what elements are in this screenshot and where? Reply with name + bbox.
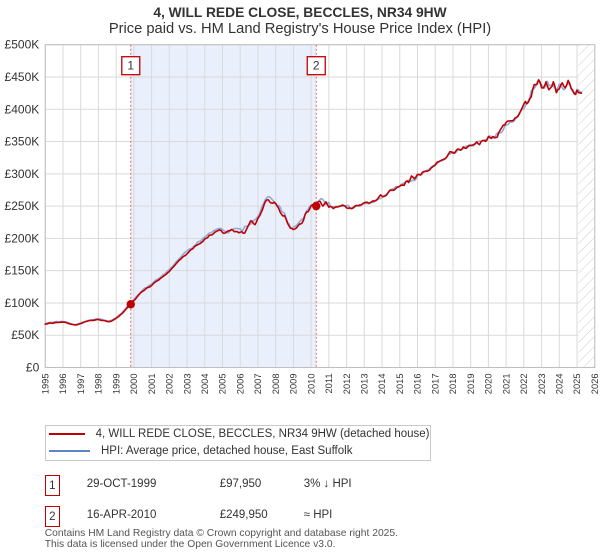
svg-text:2007: 2007	[253, 374, 263, 395]
svg-text:£350K: £350K	[5, 135, 40, 149]
svg-text:£400K: £400K	[5, 102, 40, 116]
svg-text:£50K: £50K	[11, 328, 39, 342]
svg-text:2022: 2022	[519, 374, 529, 395]
svg-text:1: 1	[127, 59, 134, 73]
svg-text:2012: 2012	[342, 374, 352, 395]
svg-text:2009: 2009	[289, 374, 299, 395]
svg-text:2010: 2010	[306, 374, 316, 395]
svg-text:1996: 1996	[58, 374, 68, 395]
svg-text:2015: 2015	[395, 374, 405, 395]
svg-text:£450K: £450K	[5, 70, 40, 84]
svg-text:£500K: £500K	[5, 38, 40, 52]
svg-text:2023: 2023	[537, 374, 547, 395]
svg-text:1997: 1997	[76, 374, 86, 395]
svg-text:2003: 2003	[182, 374, 192, 395]
svg-text:2013: 2013	[360, 374, 370, 395]
svg-text:2008: 2008	[271, 374, 281, 395]
svg-text:2000: 2000	[129, 374, 139, 395]
svg-text:£0: £0	[26, 361, 40, 375]
svg-text:2026: 2026	[590, 374, 600, 395]
svg-text:£100K: £100K	[5, 296, 40, 310]
svg-text:1995: 1995	[40, 374, 50, 395]
svg-text:2016: 2016	[413, 374, 423, 395]
svg-text:2006: 2006	[235, 374, 245, 395]
svg-text:2011: 2011	[324, 374, 334, 394]
svg-text:2024: 2024	[555, 374, 565, 395]
svg-text:2014: 2014	[377, 374, 387, 395]
svg-text:2002: 2002	[165, 374, 175, 395]
svg-text:2001: 2001	[147, 374, 157, 395]
svg-text:£200K: £200K	[5, 231, 40, 245]
svg-text:2018: 2018	[448, 374, 458, 395]
svg-text:1999: 1999	[111, 374, 121, 395]
svg-text:2019: 2019	[466, 374, 476, 395]
svg-text:£300K: £300K	[5, 167, 40, 181]
svg-text:2: 2	[313, 59, 320, 73]
svg-text:2020: 2020	[484, 374, 494, 395]
svg-text:2025: 2025	[572, 374, 582, 395]
svg-text:1998: 1998	[94, 374, 104, 395]
svg-text:£150K: £150K	[5, 264, 40, 278]
svg-text:£250K: £250K	[5, 199, 40, 213]
svg-text:2021: 2021	[501, 374, 511, 395]
svg-text:2005: 2005	[218, 374, 228, 395]
svg-text:2017: 2017	[430, 374, 440, 395]
svg-text:2004: 2004	[200, 374, 210, 395]
